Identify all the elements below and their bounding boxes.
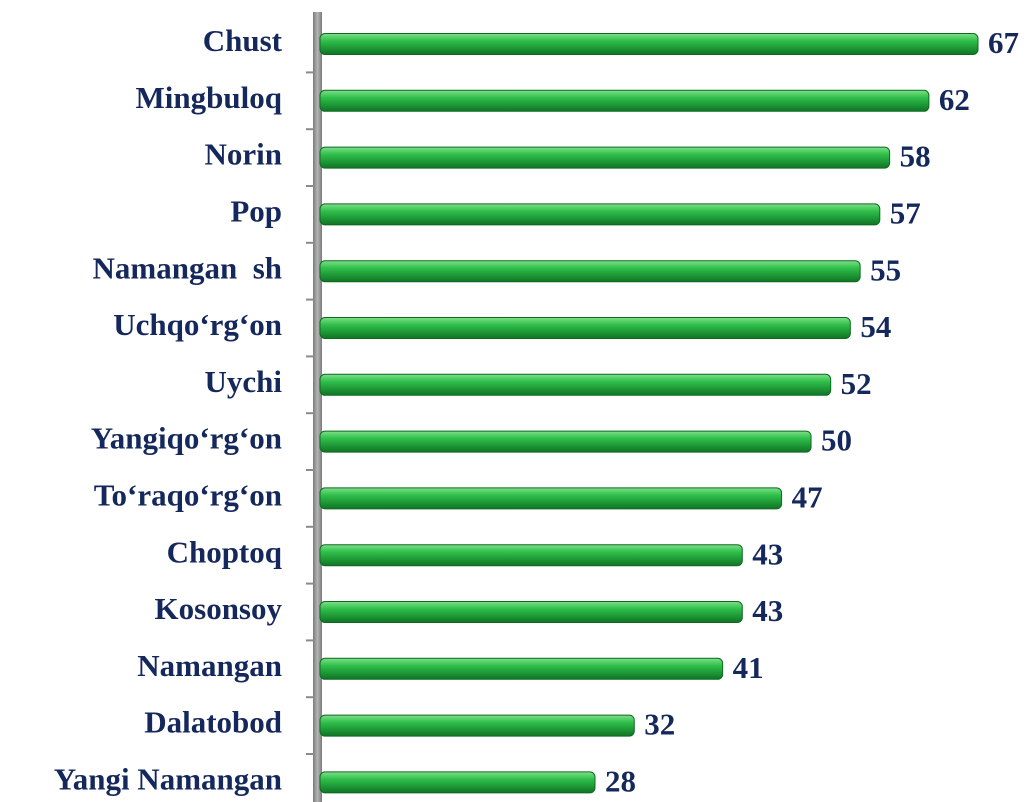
bar xyxy=(319,89,930,112)
value-label: 58 xyxy=(900,139,931,174)
category-label: Uychi xyxy=(205,364,283,399)
bar xyxy=(319,430,812,453)
category-label: Namangan xyxy=(137,648,282,683)
bar xyxy=(319,373,832,396)
value-label: 50 xyxy=(821,423,852,458)
category-label: Yangi Namangan xyxy=(54,762,282,797)
bar xyxy=(319,544,743,567)
bar xyxy=(319,146,891,169)
bar xyxy=(319,317,851,339)
value-label: 57 xyxy=(890,196,921,231)
category-axis xyxy=(313,12,322,802)
bar xyxy=(319,657,724,680)
category-label: Mingbuloq xyxy=(136,80,282,115)
category-label: Chust xyxy=(203,23,283,58)
bar xyxy=(319,771,596,794)
category-label: Norin xyxy=(205,137,283,172)
category-label: To‘raqo‘rg‘on xyxy=(94,478,282,513)
value-label: 52 xyxy=(841,366,872,401)
value-label: 43 xyxy=(752,536,783,571)
bar xyxy=(319,601,743,623)
category-label: Uchqo‘rg‘on xyxy=(113,307,282,342)
value-label: 32 xyxy=(644,707,675,742)
value-label: 43 xyxy=(752,593,783,628)
category-label: Pop xyxy=(230,194,282,229)
category-label: Namangan sh xyxy=(93,250,283,285)
bar xyxy=(319,487,783,510)
value-label: 47 xyxy=(792,480,823,515)
value-label: 54 xyxy=(860,309,891,344)
bar xyxy=(319,260,861,283)
category-label: Yangiqo‘rg‘on xyxy=(91,421,282,456)
bar xyxy=(319,714,635,737)
value-label: 41 xyxy=(733,650,764,685)
category-label: Kosonsoy xyxy=(155,591,283,626)
value-label: 67 xyxy=(988,25,1019,60)
bar xyxy=(319,33,979,55)
value-label: 55 xyxy=(870,252,901,287)
category-label: Choptoq xyxy=(167,534,282,569)
bar xyxy=(319,203,881,226)
value-label: 62 xyxy=(939,82,970,117)
category-label: Dalatobod xyxy=(144,705,282,740)
value-label: 28 xyxy=(605,764,636,799)
